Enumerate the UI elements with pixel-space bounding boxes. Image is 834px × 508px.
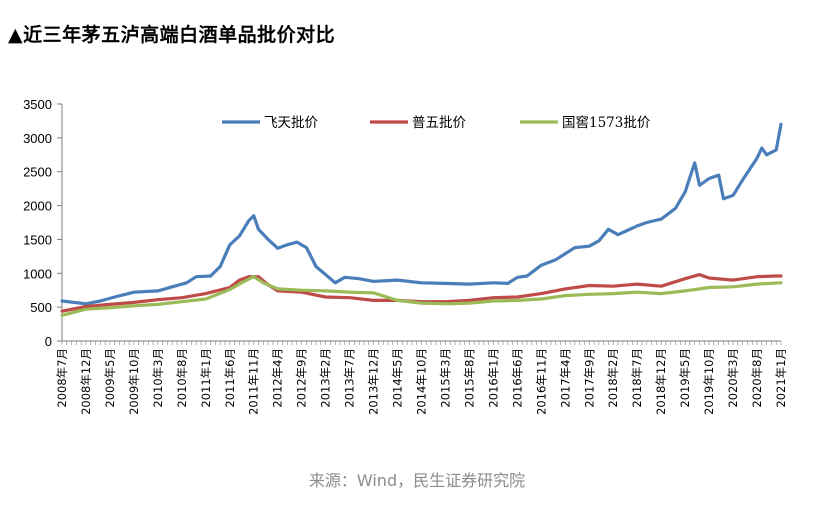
x-tick-label: 2017年4月 [558, 348, 572, 408]
chart-series [60, 122, 783, 317]
x-tick-label: 2021年1月 [774, 348, 788, 408]
y-tick-label: 1500 [23, 232, 52, 247]
x-tick-label: 2008年7月 [55, 348, 69, 408]
series-line-1 [60, 122, 783, 306]
y-tick-label: 3500 [23, 97, 52, 112]
x-tick-label: 2009年10月 [127, 348, 141, 415]
source-note: 来源：Wind，民生证券研究院 [308, 471, 526, 490]
series-line-3 [60, 275, 783, 317]
x-tick-label: 2016年6月 [510, 348, 524, 408]
y-tick-label: 2000 [23, 199, 52, 214]
y-tick-label: 1000 [23, 266, 52, 281]
y-tick-label: 500 [30, 300, 52, 315]
chart-legend: 飞天批价 普五批价 国窖1573批价 [222, 114, 651, 131]
y-tick-label: 2500 [23, 165, 52, 180]
y-tick-label: 3000 [23, 131, 52, 146]
x-tick-label: 2009年5月 [103, 348, 117, 408]
legend-label: 国窖1573批价 [562, 114, 651, 131]
x-tick-label: 2011年1月 [199, 348, 213, 408]
x-tick-label: 2008年12月 [79, 348, 93, 415]
x-tick-label: 2014年5月 [391, 348, 405, 408]
chart-axes: 0 500 1000 1500 2000 2500 3000 3500 2008年7月 2008年… [23, 97, 788, 415]
x-tick-label: 2019年5月 [678, 348, 692, 408]
chart-title: ▲近三年茅五泸高端白酒单品批价对比 [8, 24, 336, 46]
x-tick-label: 2010年8月 [175, 348, 189, 408]
x-tick-label: 2020年3月 [726, 348, 740, 408]
x-tick-label: 2012年4月 [271, 348, 285, 408]
x-tick-label: 2013年7月 [343, 348, 357, 408]
x-tick-label: 2015年3月 [438, 348, 452, 408]
x-tick-label: 2015年8月 [462, 348, 476, 408]
x-tick-label: 2013年2月 [319, 348, 333, 408]
y-tick-label: 0 [45, 334, 52, 349]
x-tick-label: 2019年10月 [702, 348, 716, 415]
x-tick-label: 2013年12月 [367, 348, 381, 415]
x-tick-label: 2018年2月 [606, 348, 620, 408]
x-tick-label: 2011年6月 [223, 348, 237, 408]
x-tick-label: 2011年11月 [247, 348, 261, 415]
x-tick-label: 2016年11月 [534, 348, 548, 415]
x-tick-label: 2012年9月 [295, 348, 309, 408]
x-tick-label: 2010年3月 [151, 348, 165, 408]
x-tick-label: 2017年9月 [582, 348, 596, 408]
line-chart: 0 500 1000 1500 2000 2500 3000 3500 2008年7月 2008年… [23, 97, 788, 415]
x-tick-label: 2014年10月 [415, 348, 429, 415]
x-tick-label: 2020年8月 [750, 348, 764, 408]
x-tick-label: 2018年7月 [630, 348, 644, 408]
x-tick-label: 2018年12月 [654, 348, 668, 415]
legend-label: 普五批价 [412, 115, 466, 131]
x-tick-label: 2016年1月 [486, 348, 500, 408]
legend-label: 飞天批价 [264, 115, 318, 131]
